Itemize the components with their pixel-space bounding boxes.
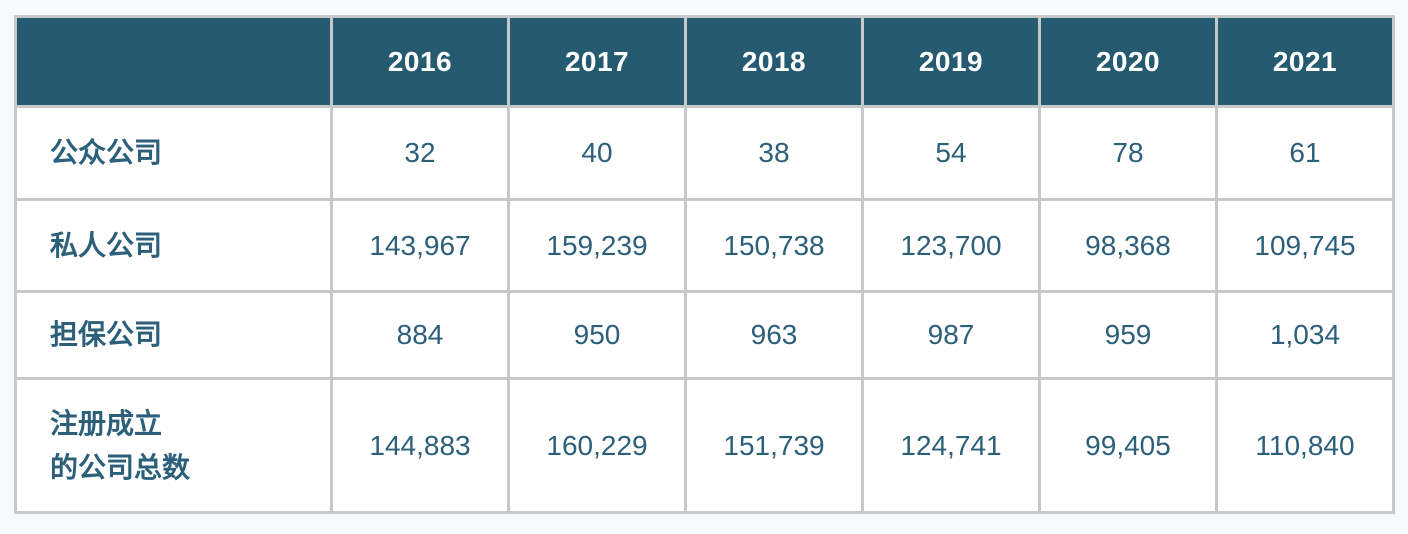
table-cell: 1,034	[1215, 290, 1395, 380]
table-cell: 40	[507, 105, 687, 201]
table-cell: 54	[861, 105, 1041, 201]
table-cell: 159,239	[507, 198, 687, 293]
table-cell: 32	[330, 105, 510, 201]
header-year-2017: 2017	[507, 15, 687, 108]
table-cell: 963	[684, 290, 864, 380]
header-year-2019: 2019	[861, 15, 1041, 108]
header-year-2018: 2018	[684, 15, 864, 108]
table-cell: 144,883	[330, 377, 510, 514]
table-cell: 109,745	[1215, 198, 1395, 293]
header-year-2016: 2016	[330, 15, 510, 108]
row-label: 公众公司	[14, 105, 333, 201]
header-empty-cell	[14, 15, 333, 108]
table-cell: 160,229	[507, 377, 687, 514]
table-row-private-companies: 私人公司 143,967 159,239 150,738 123,700 98,…	[14, 198, 1395, 293]
table-row-guarantee-companies: 担保公司 884 950 963 987 959 1,034	[14, 290, 1395, 380]
header-year-2021: 2021	[1215, 15, 1395, 108]
table-cell: 959	[1038, 290, 1218, 380]
table-row-total-incorporated: 注册成立 的公司总数 144,883 160,229 151,739 124,7…	[14, 377, 1395, 514]
company-registration-table: 2016 2017 2018 2019 2020 2021 公众公司 32 40…	[14, 15, 1395, 514]
table-cell: 123,700	[861, 198, 1041, 293]
table-cell: 884	[330, 290, 510, 380]
row-label: 注册成立 的公司总数	[14, 377, 333, 514]
table-cell: 950	[507, 290, 687, 380]
table-cell: 124,741	[861, 377, 1041, 514]
table-header-row: 2016 2017 2018 2019 2020 2021	[14, 15, 1395, 108]
table-cell: 987	[861, 290, 1041, 380]
company-registration-table-container: 2016 2017 2018 2019 2020 2021 公众公司 32 40…	[14, 15, 1395, 514]
table-cell: 143,967	[330, 198, 510, 293]
row-label: 私人公司	[14, 198, 333, 293]
table-cell: 150,738	[684, 198, 864, 293]
table-cell: 98,368	[1038, 198, 1218, 293]
table-cell: 38	[684, 105, 864, 201]
header-year-2020: 2020	[1038, 15, 1218, 108]
table-row-public-companies: 公众公司 32 40 38 54 78 61	[14, 105, 1395, 201]
row-label: 担保公司	[14, 290, 333, 380]
table-cell: 99,405	[1038, 377, 1218, 514]
table-cell: 61	[1215, 105, 1395, 201]
table-cell: 78	[1038, 105, 1218, 201]
table-cell: 151,739	[684, 377, 864, 514]
table-cell: 110,840	[1215, 377, 1395, 514]
